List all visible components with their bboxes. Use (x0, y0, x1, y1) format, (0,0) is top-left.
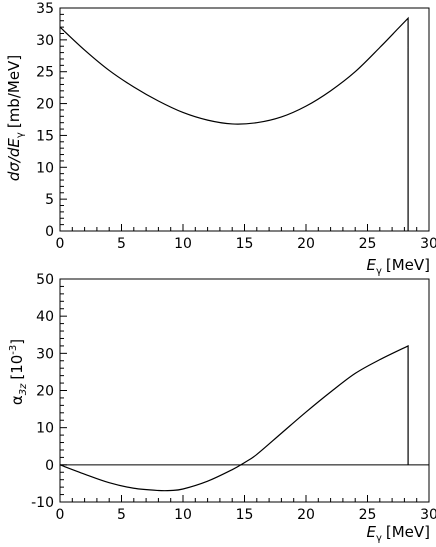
chart-bottom-xtick-label: 5 (117, 507, 126, 523)
chart-top-xtick-label: 25 (359, 236, 377, 252)
chart-top-ytick-label: 25 (36, 65, 54, 81)
chart-bottom-frame (59, 278, 430, 503)
chart-top-ytick-label: 5 (45, 192, 54, 208)
chart-top-ytick-label: 15 (36, 128, 54, 144)
chart-top-frame (59, 7, 430, 232)
chart-top-xtick-label: 5 (117, 236, 126, 252)
chart-top-xtick-label: 30 (420, 236, 436, 252)
chart-bottom-xtick-label: 15 (236, 507, 254, 523)
chart-bottom-ytick-label: 10 (36, 421, 54, 437)
chart-top-ytick-label: 0 (45, 224, 54, 240)
chart-top-ytick-label: 35 (36, 1, 54, 17)
chart-bottom-ytick-label: 50 (36, 272, 54, 288)
chart-top-xtick-label: 0 (56, 236, 65, 252)
chart-bottom-xtick-label: 25 (359, 507, 377, 523)
chart-top-series-line (59, 16, 409, 231)
chart-bottom-ytick-label: 30 (36, 346, 54, 362)
chart-top: 0 5 10 15 20 25 30 0 5 10 15 20 25 30 35 (36, 1, 436, 252)
chart-top-xtick-label: 15 (236, 236, 254, 252)
chart-top-ytick-label: 30 (36, 33, 54, 49)
chart-top-xlabel: Eγ [MeV] (366, 256, 430, 277)
chart-bottom-ytick-label: 40 (36, 309, 54, 325)
chart-bottom-ytick-label: 0 (45, 458, 54, 474)
chart-bottom-xtick-label: 10 (174, 507, 192, 523)
chart-top-ytick-label: 20 (36, 97, 54, 113)
chart-bottom-xtick-label: 0 (56, 507, 65, 523)
chart-top-ytick-label: 10 (36, 160, 54, 176)
chart-bottom-ytick-label: 20 (36, 384, 54, 400)
chart-bottom-xtick-label: 20 (297, 507, 315, 523)
chart-bottom-xtick-label: 30 (420, 507, 436, 523)
chart-bottom-series-line (59, 344, 409, 492)
chart-bottom-ytick-label: -10 (31, 495, 54, 511)
chart-top-ylabel: dσ/dEγ[mb/MeV] (5, 55, 26, 181)
chart-bottom-ylabel: α3z[10-3] (8, 339, 29, 405)
chart-top-xtick-label: 10 (174, 236, 192, 252)
chart-bottom-xlabel: Eγ [MeV] (366, 523, 430, 544)
chart-top-xtick-label: 20 (297, 236, 315, 252)
